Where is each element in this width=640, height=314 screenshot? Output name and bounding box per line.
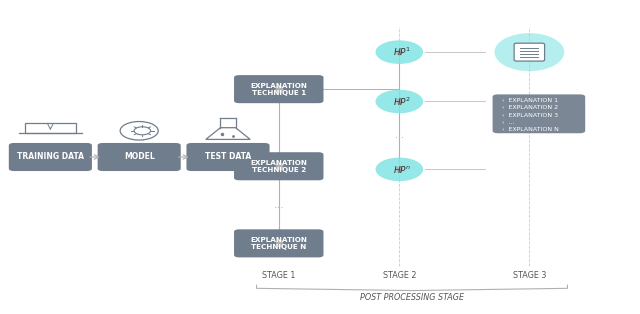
FancyBboxPatch shape [514, 43, 545, 61]
Text: EXPLANATION
TECHNIQUE 1: EXPLANATION TECHNIQUE 1 [250, 83, 307, 96]
Text: ›  ...: › ... [502, 120, 515, 125]
Text: $HP^1$: $HP^1$ [394, 46, 412, 58]
Text: ...: ... [395, 130, 404, 140]
FancyBboxPatch shape [234, 152, 323, 180]
Text: ...: ... [273, 200, 284, 210]
Text: TEST DATA: TEST DATA [205, 153, 251, 161]
Text: $HP^n$: $HP^n$ [393, 164, 412, 175]
Ellipse shape [376, 40, 423, 64]
Text: ›  EXPLANATION 2: › EXPLANATION 2 [502, 106, 558, 111]
FancyBboxPatch shape [9, 143, 92, 171]
Ellipse shape [376, 90, 423, 113]
FancyBboxPatch shape [98, 143, 180, 171]
FancyBboxPatch shape [234, 229, 323, 257]
Text: STAGE 1: STAGE 1 [262, 271, 296, 280]
Text: $HP^2$: $HP^2$ [394, 95, 412, 108]
Text: POST PROCESSING STAGE: POST PROCESSING STAGE [360, 293, 464, 302]
Text: ›  EXPLANATION 3: › EXPLANATION 3 [502, 112, 558, 117]
Text: ›  EXPLANATION N: › EXPLANATION N [502, 127, 559, 132]
Text: TRAINING DATA: TRAINING DATA [17, 153, 84, 161]
Ellipse shape [376, 158, 423, 181]
FancyBboxPatch shape [234, 75, 323, 103]
Text: EXPLANATION
TECHNIQUE 2: EXPLANATION TECHNIQUE 2 [250, 160, 307, 173]
FancyBboxPatch shape [493, 95, 585, 133]
Text: EXPLANATION
TECHNIQUE N: EXPLANATION TECHNIQUE N [250, 237, 307, 250]
Ellipse shape [495, 33, 564, 71]
FancyBboxPatch shape [186, 143, 269, 171]
Text: MODEL: MODEL [124, 153, 154, 161]
Text: STAGE 2: STAGE 2 [383, 271, 416, 280]
Text: STAGE 3: STAGE 3 [513, 271, 546, 280]
Text: ›  EXPLANATION 1: › EXPLANATION 1 [502, 98, 558, 103]
